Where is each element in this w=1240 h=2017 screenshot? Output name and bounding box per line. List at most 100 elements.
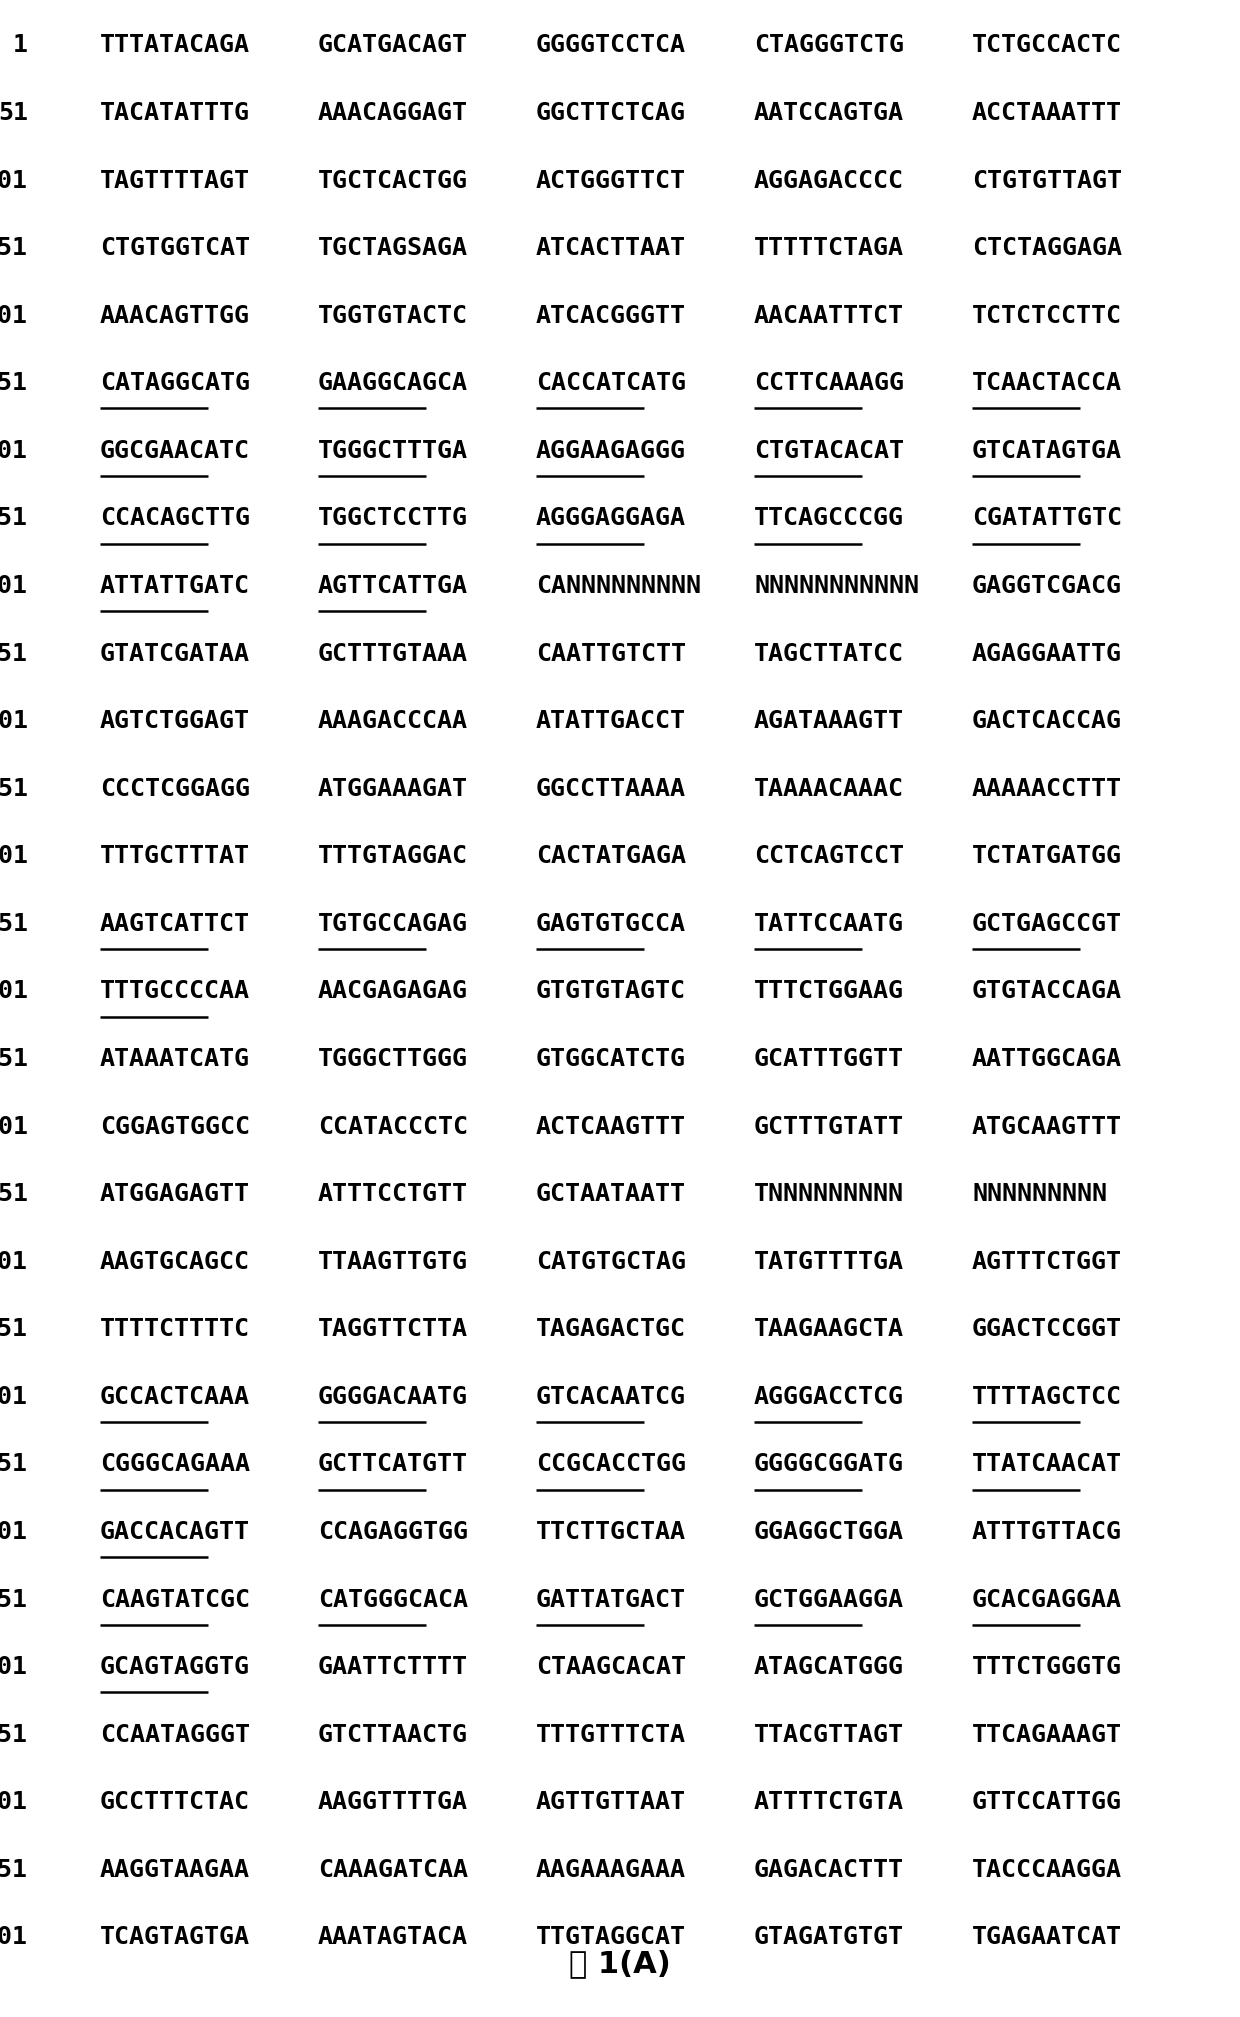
Text: GCCTTTCTAC: GCCTTTCTAC [100,1791,250,1813]
Text: AGAGGAATTG: AGAGGAATTG [972,641,1122,666]
Text: TCAGTAGTGA: TCAGTAGTGA [100,1926,250,1948]
Text: GTATCGATAA: GTATCGATAA [100,641,250,666]
Text: TATTCCAATG: TATTCCAATG [754,912,904,936]
Text: GGGGTCCTCA: GGGGTCCTCA [536,34,686,56]
Text: AGTTCATTGA: AGTTCATTGA [317,575,467,597]
Text: GACTCACCAG: GACTCACCAG [972,710,1122,732]
Text: 1251: 1251 [0,1723,29,1747]
Text: AGTCTGGAGT: AGTCTGGAGT [100,710,250,732]
Text: ATTTGTTACG: ATTTGTTACG [972,1521,1122,1543]
Text: CTGTACACAT: CTGTACACAT [754,440,904,462]
Text: 601: 601 [0,845,29,867]
Text: CCTCAGTCCT: CCTCAGTCCT [754,845,904,867]
Text: GAGGTCGACG: GAGGTCGACG [972,575,1122,597]
Text: GGCCTTAAAA: GGCCTTAAAA [536,777,686,801]
Text: 151: 151 [0,236,29,260]
Text: GCAGTAGGTG: GCAGTAGGTG [100,1656,250,1678]
Text: GAATTCTTTT: GAATTCTTTT [317,1656,467,1678]
Text: TTTTAGCTCC: TTTTAGCTCC [972,1386,1122,1408]
Text: 501: 501 [0,710,29,732]
Text: 1201: 1201 [0,1656,29,1678]
Text: 图 1(A): 图 1(A) [569,1950,671,1979]
Text: TGCTAGSAGA: TGCTAGSAGA [317,236,467,260]
Text: AGTTTCTGGT: AGTTTCTGGT [972,1251,1122,1273]
Text: CCTTCAAAGG: CCTTCAAAGG [754,371,904,395]
Text: AAGTCATTCT: AAGTCATTCT [100,912,250,936]
Text: TTTTCTTTTC: TTTTCTTTTC [100,1317,250,1341]
Text: ATAGCATGGG: ATAGCATGGG [754,1656,904,1678]
Text: ATTTCCTGTT: ATTTCCTGTT [317,1182,467,1206]
Text: CGATATTGTC: CGATATTGTC [972,506,1122,530]
Text: GACCACAGTT: GACCACAGTT [100,1521,250,1543]
Text: 1351: 1351 [0,1858,29,1882]
Text: TCTCTCCTTC: TCTCTCCTTC [972,305,1122,327]
Text: CCAGAGGTGG: CCAGAGGTGG [317,1521,467,1543]
Text: 701: 701 [0,980,29,1002]
Text: GCTGGAAGGA: GCTGGAAGGA [754,1587,904,1612]
Text: AGTTGTTAAT: AGTTGTTAAT [536,1791,686,1813]
Text: AGGAAGAGGG: AGGAAGAGGG [536,440,686,462]
Text: AATTGGCAGA: AATTGGCAGA [972,1047,1122,1071]
Text: GCTAATAATT: GCTAATAATT [536,1182,686,1206]
Text: AAGAAAGAAA: AAGAAAGAAA [536,1858,686,1882]
Text: CAAGTATCGC: CAAGTATCGC [100,1587,250,1612]
Text: AATCCAGTGA: AATCCAGTGA [754,101,904,125]
Text: NNNNNNNNNNN: NNNNNNNNNNN [754,575,919,597]
Text: AGGGAGGAGA: AGGGAGGAGA [536,506,686,530]
Text: CATAGGCATG: CATAGGCATG [100,371,250,395]
Text: TGGTGTACTC: TGGTGTACTC [317,305,467,327]
Text: ACTGGGTTCT: ACTGGGTTCT [536,169,686,192]
Text: 1: 1 [12,34,29,56]
Text: AAAGACCCAA: AAAGACCCAA [317,710,467,732]
Text: GAAGGCAGCA: GAAGGCAGCA [317,371,467,395]
Text: TGAGAATCAT: TGAGAATCAT [972,1926,1122,1948]
Text: CAATTGTCTT: CAATTGTCTT [536,641,686,666]
Text: GTCACAATCG: GTCACAATCG [536,1386,686,1408]
Text: GCATTTGGTT: GCATTTGGTT [754,1047,904,1071]
Text: GTAGATGTGT: GTAGATGTGT [754,1926,904,1948]
Text: GCTTTGTAAA: GCTTTGTAAA [317,641,467,666]
Text: TNNNNNNNNN: TNNNNNNNNN [754,1182,904,1206]
Text: GTGGCATCTG: GTGGCATCTG [536,1047,686,1071]
Text: AGATAAAGTT: AGATAAAGTT [754,710,904,732]
Text: TCTGCCACTC: TCTGCCACTC [972,34,1122,56]
Text: TACATATTTG: TACATATTTG [100,101,250,125]
Text: TAGCTTATCC: TAGCTTATCC [754,641,904,666]
Text: AGGAGACCCC: AGGAGACCCC [754,169,904,192]
Text: ACTCAAGTTT: ACTCAAGTTT [536,1115,686,1138]
Text: GGGGACAATG: GGGGACAATG [317,1386,467,1408]
Text: ATCACTTAAT: ATCACTTAAT [536,236,686,260]
Text: TATGTTTTGA: TATGTTTTGA [754,1251,904,1273]
Text: GAGTGTGCCA: GAGTGTGCCA [536,912,686,936]
Text: 1101: 1101 [0,1521,29,1543]
Text: GCACGAGGAA: GCACGAGGAA [972,1587,1122,1612]
Text: 1151: 1151 [0,1587,29,1612]
Text: TTTCTGGGTG: TTTCTGGGTG [972,1656,1122,1678]
Text: AAGTGCAGCC: AAGTGCAGCC [100,1251,250,1273]
Text: GGCTTCTCAG: GGCTTCTCAG [536,101,686,125]
Text: GCATGACAGT: GCATGACAGT [317,34,467,56]
Text: TTTGTTTCTA: TTTGTTTCTA [536,1723,686,1747]
Text: TTTATACAGA: TTTATACAGA [100,34,250,56]
Text: CCACAGCTTG: CCACAGCTTG [100,506,250,530]
Text: CATGGGCACA: CATGGGCACA [317,1587,467,1612]
Text: AACGAGAGAG: AACGAGAGAG [317,980,467,1002]
Text: GCTTTGTATT: GCTTTGTATT [754,1115,904,1138]
Text: 551: 551 [0,777,29,801]
Text: 651: 651 [0,912,29,936]
Text: CTCTAGGAGA: CTCTAGGAGA [972,236,1122,260]
Text: CCCTCGGAGG: CCCTCGGAGG [100,777,250,801]
Text: 751: 751 [0,1047,29,1071]
Text: TGGGCTTGGG: TGGGCTTGGG [317,1047,467,1071]
Text: CACTATGAGA: CACTATGAGA [536,845,686,867]
Text: GCCACTCAAA: GCCACTCAAA [100,1386,250,1408]
Text: ATGGAAAGAT: ATGGAAAGAT [317,777,467,801]
Text: ATGCAAGTTT: ATGCAAGTTT [972,1115,1122,1138]
Text: 451: 451 [0,641,29,666]
Text: CATGTGCTAG: CATGTGCTAG [536,1251,686,1273]
Text: CTGTGTTAGT: CTGTGTTAGT [972,169,1122,192]
Text: 301: 301 [0,440,29,462]
Text: TTACGTTAGT: TTACGTTAGT [754,1723,904,1747]
Text: GGACTCCGGT: GGACTCCGGT [972,1317,1122,1341]
Text: TTTCTGGAAG: TTTCTGGAAG [754,980,904,1002]
